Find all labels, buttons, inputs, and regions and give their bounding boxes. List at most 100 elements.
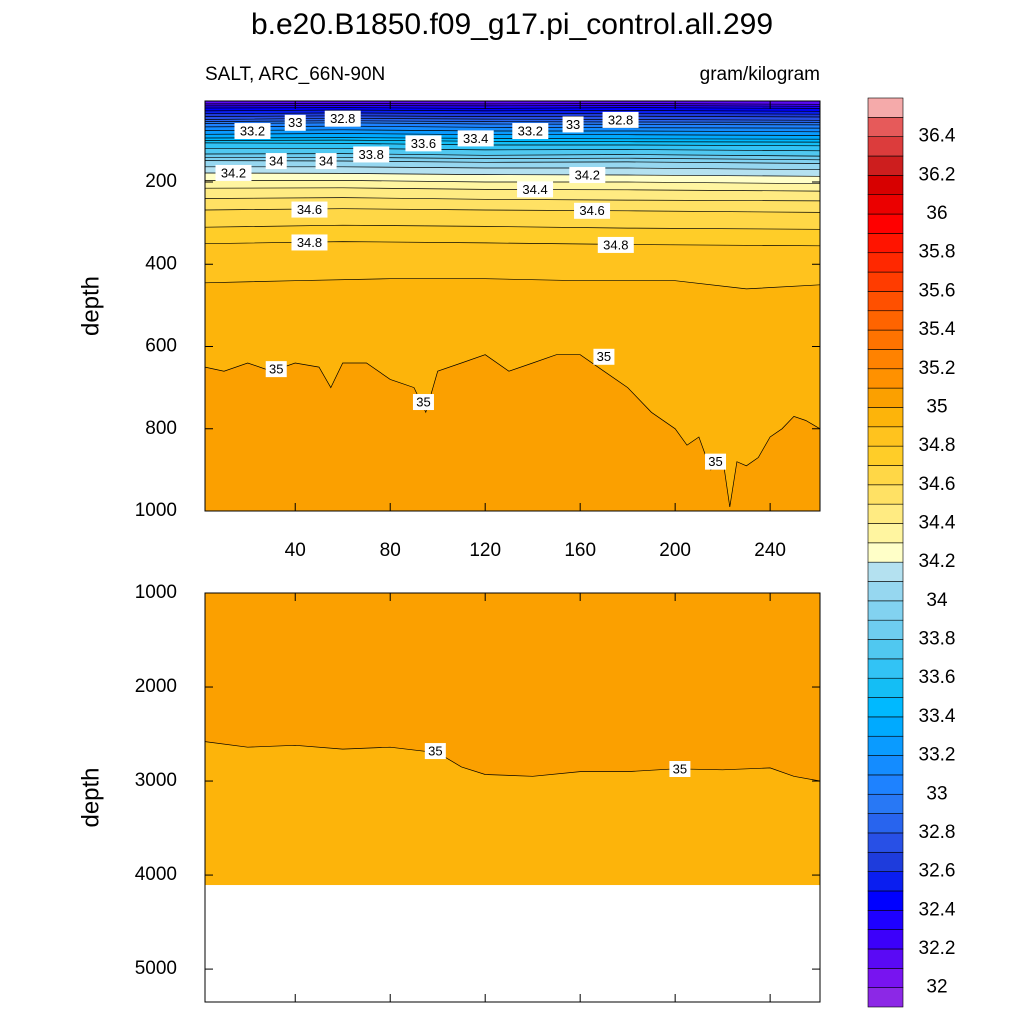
colorbar-box [867, 291, 904, 312]
colorbar-box [867, 735, 904, 756]
contour-line [205, 224, 820, 230]
colorbar-box [867, 407, 904, 428]
colorbar-box [867, 697, 904, 718]
contour-line [205, 172, 820, 177]
x-tick-label: 80 [380, 540, 401, 561]
contour-line [205, 741, 820, 782]
contour-label: 34 [319, 153, 333, 168]
contour-label-bg [597, 236, 634, 253]
contour-label: 34.6 [297, 202, 322, 217]
colorbar-box [867, 329, 904, 350]
y-axis-label: depth [77, 276, 104, 336]
colorbar-box [867, 387, 904, 408]
contour-line [205, 197, 820, 202]
colorbar-box [867, 909, 904, 930]
contour-label: 34 [269, 153, 283, 168]
contour-line [205, 187, 820, 192]
colorbar-box [867, 890, 904, 911]
colorbar-box [867, 271, 904, 292]
y-tick-label: 800 [145, 418, 177, 439]
colorbar-box [867, 252, 904, 273]
contour-label-bg [412, 394, 434, 411]
y-tick-label: 3000 [135, 770, 177, 791]
contour-label-bg [284, 114, 306, 131]
contour-label-bg [291, 234, 328, 251]
contour-label-bg [315, 153, 337, 170]
colorbar-box [867, 755, 904, 776]
colorbar-box [867, 310, 904, 331]
colorbar-label: 33.2 [919, 745, 956, 766]
contour-label: 35 [428, 743, 442, 758]
contour-label: 35 [673, 761, 687, 776]
colorbar-box [867, 561, 904, 582]
colorbar-label: 36.2 [919, 164, 956, 185]
contour-label: 35 [416, 394, 430, 409]
colorbar-box [867, 233, 904, 254]
contour-label: 32.8 [608, 112, 633, 127]
contour-label: 34.6 [579, 203, 604, 218]
plot-area [205, 101, 820, 511]
colorbar-label: 35 [926, 396, 947, 417]
contour-line [205, 166, 820, 171]
colorbar-box [867, 677, 904, 698]
contour-label-bg [517, 181, 554, 198]
contour-label-bg [405, 135, 442, 152]
contour-label-bg [324, 110, 361, 127]
contour-label-bg [569, 167, 606, 184]
colorbar-label: 35.8 [919, 242, 956, 263]
contour-label: 33 [288, 115, 302, 130]
colorbar-box [867, 97, 904, 118]
colorbar-box [867, 542, 904, 563]
contour-line [205, 180, 820, 185]
colorbar-label: 35.4 [919, 319, 956, 340]
colorbar-box [867, 465, 904, 486]
colorbar-label: 34.2 [919, 551, 956, 572]
plot-area [205, 593, 820, 1002]
contour-line [205, 278, 820, 290]
colorbar-label: 34 [926, 590, 948, 611]
x-tick-label: 240 [754, 540, 786, 561]
contour-label: 34.2 [221, 165, 246, 180]
contour-label: 33 [566, 117, 580, 132]
colorbar-box [867, 136, 904, 157]
contour-label: 33.2 [240, 123, 265, 138]
colorbar-box [867, 484, 904, 505]
plot-frame [204, 100, 821, 512]
colorbar-label: 36.4 [919, 126, 956, 147]
colorbar-box [867, 503, 904, 524]
contour-label: 34.8 [297, 235, 322, 250]
contour-label-bg [353, 146, 390, 163]
contour-label-bg [705, 453, 727, 470]
y-tick-label: 600 [145, 336, 177, 357]
colorbar-box [867, 851, 904, 872]
contour-label: 33.6 [411, 136, 436, 151]
contour-label-bg [562, 116, 584, 133]
colorbar-box [867, 619, 904, 640]
y-tick-label: 200 [145, 171, 177, 192]
colorbar-box [867, 600, 904, 621]
y-axis-label: depth [77, 767, 104, 827]
missing-region [205, 885, 820, 1002]
contour-label: 34.4 [522, 182, 547, 197]
contour-label-bg [265, 153, 287, 170]
subtitle-left: SALT, ARC_66N-90N [205, 64, 385, 85]
contour-line [205, 156, 820, 161]
contour-line [205, 109, 820, 112]
subtitle-right: gram/kilogram [700, 64, 820, 85]
colorbar-label: 34.8 [919, 435, 956, 456]
contour-label-bg [424, 743, 446, 760]
contour-line [205, 160, 820, 164]
contour-label-bg [593, 348, 615, 365]
contour-label: 33.4 [463, 131, 488, 146]
contour-line [205, 354, 820, 507]
colorbar-label: 33 [926, 783, 947, 804]
contour-label-bg [457, 130, 494, 147]
colorbar-label: 32.6 [919, 861, 956, 882]
colorbar-label: 33.4 [919, 706, 956, 727]
colorbar-box [867, 813, 904, 834]
x-tick-label: 200 [659, 540, 691, 561]
contour-label: 35 [269, 362, 283, 377]
colorbar-box [867, 987, 904, 1008]
contour-label-bg [215, 164, 252, 181]
